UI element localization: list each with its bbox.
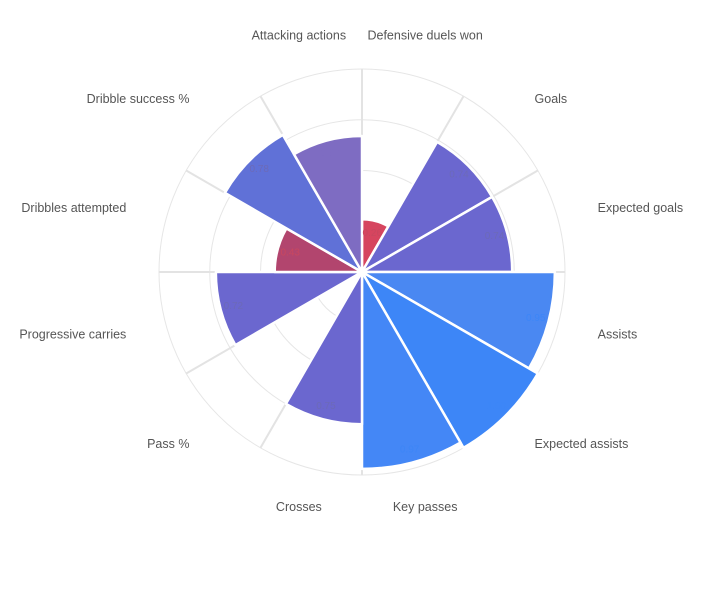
value-label-defensive-duels-won: 0.26: [363, 228, 383, 239]
category-label-key-passes: Key passes: [393, 500, 458, 514]
category-label-pass-pct: Pass %: [147, 437, 189, 451]
category-label-expected-assists: Expected assists: [535, 437, 629, 451]
value-label-progressive-carries: 0.72: [224, 301, 244, 312]
label-layer: 0.26 0.74 0.74 0.95 1.00 0.97 0.75 0.72 0.43 0.78…: [19, 29, 683, 514]
bar-attacking-actions: [292, 134, 364, 274]
value-label-expected-assists: 1.00: [487, 401, 507, 412]
value-label-assists: 0.95: [526, 313, 546, 324]
category-label-defensive-duels-won: Defensive duels won: [367, 29, 482, 43]
bar-progressive-carries: [214, 270, 364, 347]
category-label-attacking-actions: Attacking actions: [252, 29, 347, 43]
category-label-progressive-carries: Progressive carries: [19, 327, 126, 341]
category-label-assists: Assists: [598, 327, 638, 341]
value-label-attacking-actions: 0.67: [320, 148, 340, 159]
category-label-dribbles-attempted: Dribbles attempted: [21, 201, 126, 215]
value-label-dribbles-attempted: 0.43: [281, 247, 301, 258]
category-label-expected-goals: Expected goals: [598, 201, 683, 215]
bar-expected-assists: [360, 270, 540, 450]
value-label-key-passes: 0.97: [400, 444, 420, 455]
value-label-expected-goals: 0.74: [485, 231, 505, 242]
value-label-dribble-success-pct: 0.78: [249, 164, 269, 175]
bar-dribble-success-pct: [223, 133, 364, 274]
value-label-crosses: 0.75: [316, 401, 336, 412]
value-label-goals: 0.74: [449, 170, 469, 181]
category-label-dribble-success-pct: Dribble success %: [87, 92, 190, 106]
category-label-goals: Goals: [535, 92, 568, 106]
bar-assists: [360, 270, 557, 370]
bar-key-passes: [360, 270, 462, 471]
bar-crosses: [284, 270, 364, 426]
category-label-crosses: Crosses: [276, 500, 322, 514]
bar-layer: [214, 133, 557, 471]
